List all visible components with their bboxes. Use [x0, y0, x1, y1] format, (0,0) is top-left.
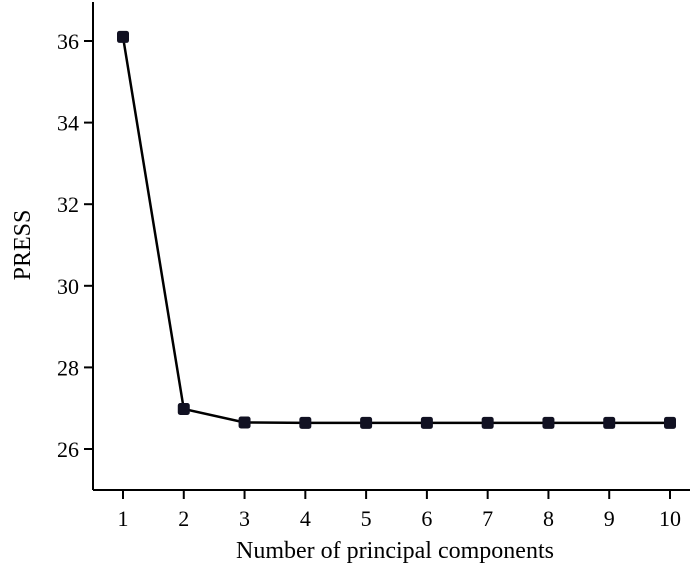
- y-tick-label-34: 34: [57, 111, 79, 136]
- data-point-4: [299, 416, 312, 429]
- y-axis-title: PRESS: [10, 210, 36, 281]
- data-point-2: [177, 403, 190, 416]
- data-point-7: [481, 416, 494, 429]
- data-point-6: [420, 416, 433, 429]
- data-point-3: [238, 416, 251, 429]
- x-tick-label-1: 1: [118, 506, 129, 531]
- x-tick-label-3: 3: [239, 506, 250, 531]
- data-point-9: [603, 416, 616, 429]
- y-tick-label-28: 28: [57, 355, 79, 380]
- press-series-markers: [117, 30, 676, 429]
- data-point-1: [117, 30, 129, 43]
- x-tick-label-9: 9: [604, 506, 615, 531]
- y-tick-label-26: 26: [57, 437, 79, 462]
- x-tick-label-8: 8: [543, 506, 554, 531]
- y-tick-label-36: 36: [57, 29, 79, 54]
- x-tick-label-7: 7: [482, 506, 493, 531]
- x-tick-label-4: 4: [300, 506, 311, 531]
- x-tick-label-5: 5: [361, 506, 372, 531]
- y-tick-label-32: 32: [57, 192, 79, 217]
- x-axis-ticks: 1 2 3 4 5 6 7 8 9 10: [118, 490, 681, 531]
- x-tick-label-2: 2: [178, 506, 189, 531]
- x-tick-label-10: 10: [659, 506, 681, 531]
- data-point-5: [360, 416, 373, 429]
- data-point-8: [542, 416, 555, 429]
- data-point-10: [664, 416, 676, 429]
- y-tick-label-30: 30: [57, 274, 79, 299]
- x-axis-title: Number of principal components: [236, 538, 554, 564]
- x-tick-label-6: 6: [421, 506, 432, 531]
- press-series-line: [121, 36, 670, 425]
- plot-area: [92, 2, 690, 491]
- y-axis-ticks: 26 28 30 32 34 36: [57, 29, 93, 462]
